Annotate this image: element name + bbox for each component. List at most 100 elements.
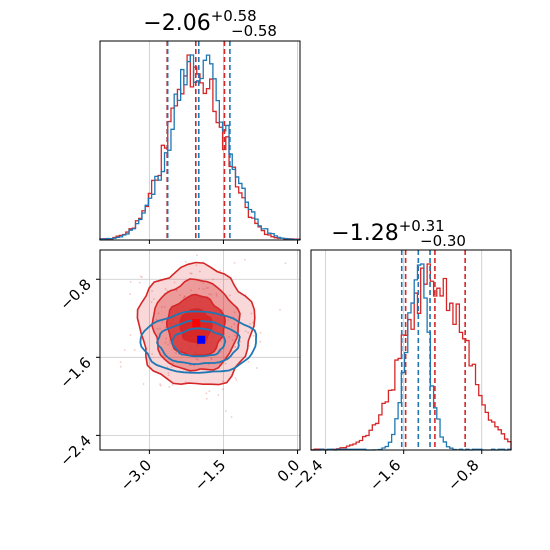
joint-scatter-point xyxy=(160,306,163,308)
joint-scatter-point xyxy=(252,334,255,337)
joint-scatter-point xyxy=(230,416,233,418)
histogram-x-frame xyxy=(99,40,301,241)
joint-scatter-point xyxy=(184,295,186,298)
joint-scatter-point xyxy=(247,360,250,363)
joint-scatter-point xyxy=(207,286,209,289)
joint-scatter-point xyxy=(230,325,233,328)
joint-scatter-point xyxy=(165,337,168,340)
histogram-panel-x: −2.06+0.58 −0.58 xyxy=(99,7,301,244)
joint-scatter-point xyxy=(159,327,161,330)
joint-scatter-point xyxy=(189,272,192,275)
joint-x-tick-label: −1.5 xyxy=(191,456,229,494)
joint-scatter-point xyxy=(215,294,218,297)
joint-scatter-point xyxy=(250,312,253,315)
joint-contour-b-level-2 xyxy=(171,327,227,358)
joint-scatter-point xyxy=(233,311,236,314)
joint-scatter-point xyxy=(159,384,162,387)
joint-scatter-point xyxy=(190,272,193,275)
joint-scatter-point xyxy=(198,287,200,290)
histogram-panel-y: −1.28+0.31 −0.30 −2.4 −1.6 −0.8 xyxy=(288,217,512,495)
joint-scatter-point xyxy=(182,296,185,299)
histogram-y-tick-label: −0.8 xyxy=(444,456,482,494)
joint-scatter-point xyxy=(161,321,164,324)
joint-scatter-point xyxy=(221,388,224,391)
joint-scatter-point xyxy=(210,357,213,360)
joint-scatter-point xyxy=(170,366,173,368)
joint-scatter-point xyxy=(205,397,208,400)
joint-scatter-point xyxy=(159,383,161,385)
joint-scatter-point xyxy=(239,340,242,343)
histogram-y-frame xyxy=(310,249,512,451)
joint-scatter-point xyxy=(168,386,171,388)
joint-scatter-point xyxy=(155,318,158,321)
joint-scatter-point xyxy=(224,410,227,412)
joint-scatter-point xyxy=(235,378,238,381)
joint-scatter-point xyxy=(169,342,172,345)
joint-scatter-point xyxy=(208,390,211,393)
joint-best-fit-marker xyxy=(192,319,201,328)
histogram-y-series-0 xyxy=(310,263,512,451)
joint-scatter-point xyxy=(151,353,154,355)
joint-scatter-point xyxy=(190,289,192,292)
joint-scatter-point xyxy=(229,294,231,297)
histogram-x-title: −2.06+0.58 −0.58 xyxy=(143,7,277,40)
joint-scatter-point xyxy=(175,352,177,354)
joint-scatter-point xyxy=(138,281,141,284)
joint-scatter-point xyxy=(279,308,281,311)
joint-scatter-point xyxy=(193,364,196,367)
joint-scatter-point xyxy=(184,261,187,263)
joint-scatter-point xyxy=(219,350,222,353)
joint-scatter-point xyxy=(172,362,174,365)
joint-scatter-point xyxy=(163,306,166,308)
joint-scatter-point xyxy=(207,363,210,366)
joint-scatter-point xyxy=(243,258,246,261)
joint-scatter-point xyxy=(221,380,224,383)
joint-scatter-point xyxy=(247,331,250,334)
joint-scatter-point xyxy=(210,358,213,361)
joint-scatter-point xyxy=(167,372,170,374)
joint-scatter-point xyxy=(215,292,218,295)
histogram-x-median: −2.06 xyxy=(143,11,210,36)
joint-scatter-point xyxy=(197,358,200,361)
joint-scatter-point xyxy=(129,281,132,283)
joint-scatter-point xyxy=(210,293,213,296)
joint-scatter-point xyxy=(228,335,231,338)
joint-scatter-point xyxy=(142,383,145,385)
joint-scatter-point xyxy=(255,367,258,369)
joint-scatter-point xyxy=(164,341,167,344)
joint-y-tick-label: −1.6 xyxy=(56,353,94,391)
joint-scatter-point xyxy=(248,344,251,347)
joint-scatter-point xyxy=(219,269,222,272)
joint-scatter-point xyxy=(183,295,186,298)
joint-scatter-point xyxy=(234,377,237,379)
joint-scatter-point xyxy=(152,298,155,301)
histogram-y-tick-label: −1.6 xyxy=(366,456,404,494)
joint-scatter-point xyxy=(129,293,131,296)
joint-scatter-point xyxy=(168,339,171,342)
histogram-y-lower-error: −0.30 xyxy=(420,232,466,250)
joint-scatter-point xyxy=(233,261,236,264)
joint-scatter-point xyxy=(249,322,251,325)
joint-scatter-point xyxy=(227,319,230,321)
joint-scatter-point xyxy=(208,293,211,296)
joint-scatter-point xyxy=(202,288,205,291)
joint-scatter-point xyxy=(224,362,227,365)
joint-scatter-point xyxy=(164,288,167,290)
joint-scatter-point xyxy=(123,349,126,351)
joint-scatter-point xyxy=(141,276,143,279)
joint-scatter-point xyxy=(199,270,201,273)
joint-frame xyxy=(99,249,301,451)
joint-scatter-point xyxy=(166,289,169,292)
joint-scatter-point xyxy=(173,281,176,284)
joint-panel: −3.0 −1.5 0.0−0.8−1.6−2.4 xyxy=(56,249,303,495)
joint-scatter-point xyxy=(166,366,169,369)
joint-scatter-point xyxy=(259,340,262,343)
histogram-y-median: −1.28 xyxy=(331,221,398,246)
joint-scatter-point xyxy=(164,326,167,329)
joint-scatter-point xyxy=(171,384,174,386)
joint-scatter-point xyxy=(205,392,208,395)
joint-scatter-point xyxy=(244,330,247,333)
joint-scatter-point xyxy=(217,394,220,396)
joint-scatter-point xyxy=(119,365,122,368)
